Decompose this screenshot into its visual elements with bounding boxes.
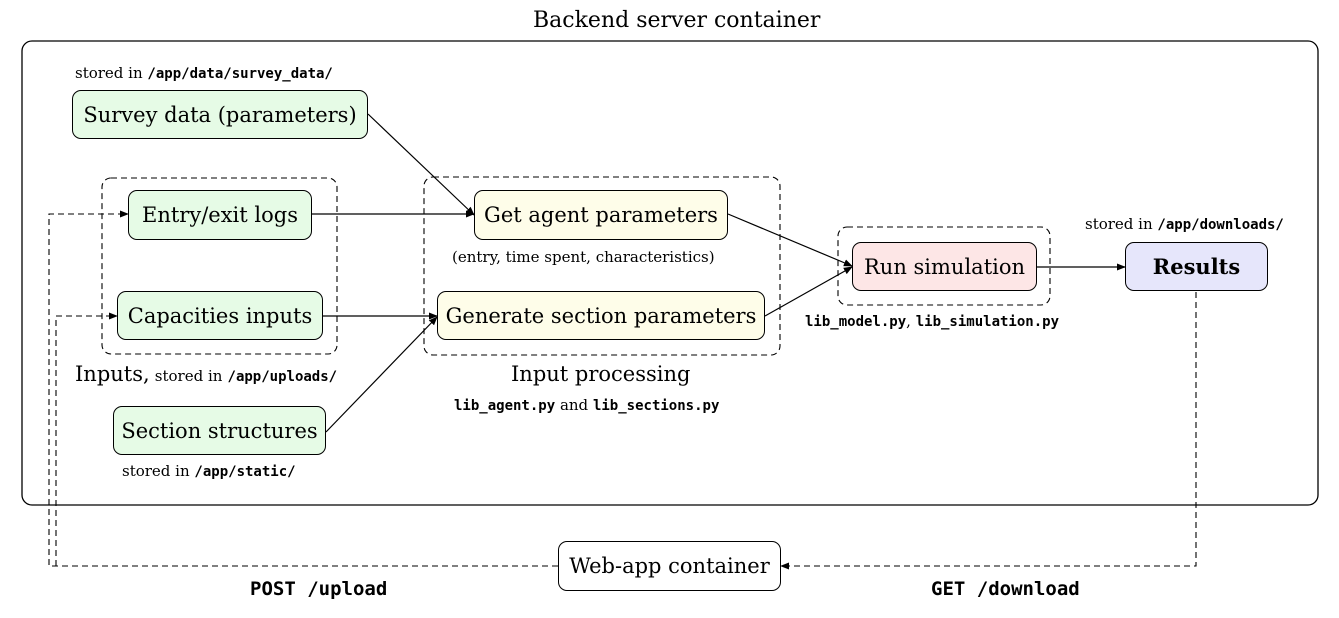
static-storage-path: /app/static/ xyxy=(194,464,296,480)
survey-data-node: Survey data (parameters) xyxy=(72,90,368,139)
arrow-survey-to-agent xyxy=(367,113,475,216)
results-node: Results xyxy=(1125,242,1268,291)
post-upload-route-label: POST /upload xyxy=(250,578,388,600)
get-download-route-label: GET /download xyxy=(931,578,1080,600)
web-app-container-node: Web-app container xyxy=(558,541,781,591)
inputs-group-frame xyxy=(101,177,338,355)
lib-agent-file: lib_agent.py xyxy=(454,398,556,414)
survey-storage-path: /app/data/survey_data/ xyxy=(147,66,333,82)
stored-in-text: stored in xyxy=(1085,215,1153,233)
arrow-sections-to-generate xyxy=(325,316,438,433)
generate-section-parameters-node: Generate section parameters xyxy=(437,291,765,340)
downloads-storage-path: /app/downloads/ xyxy=(1157,217,1284,233)
inputs-group-caption: Inputs, stored in /app/uploads/ xyxy=(75,362,337,386)
static-storage-note: stored in /app/static/ xyxy=(122,462,296,480)
processing-group-frame xyxy=(423,176,781,356)
input-processing-label: Input processing xyxy=(511,362,691,386)
container-title: Backend server container xyxy=(533,8,821,33)
lib-simulation-file: lib_simulation.py xyxy=(915,314,1060,330)
arrow-webapp-upload-to-capacities xyxy=(55,312,118,566)
inputs-label: Inputs, xyxy=(75,362,150,386)
stored-in-text: stored in xyxy=(75,64,143,82)
stored-in-text: stored in xyxy=(122,462,190,480)
stored-in-text: stored in xyxy=(154,367,223,385)
arrow-agent-to-simulation xyxy=(727,213,853,267)
agent-parameters-detail: (entry, time spent, characteristics) xyxy=(452,248,715,266)
input-processing-files: lib_agent.py and lib_sections.py xyxy=(454,396,719,414)
arrow-generate-to-simulation xyxy=(764,266,853,317)
uploads-storage-path: /app/uploads/ xyxy=(227,369,338,385)
capacities-inputs-node: Capacities inputs xyxy=(117,291,323,340)
lib-model-file: lib_model.py xyxy=(805,314,907,330)
backend-container-frame xyxy=(21,40,1319,506)
survey-storage-note: stored in /app/data/survey_data/ xyxy=(75,64,333,82)
simulation-files: lib_model.py, lib_simulation.py xyxy=(805,312,1059,330)
and-text: and xyxy=(559,396,589,414)
lib-sections-file: lib_sections.py xyxy=(592,398,720,414)
run-simulation-node: Run simulation xyxy=(852,242,1037,291)
section-structures-node: Section structures xyxy=(113,406,326,455)
arrow-webapp-upload-to-entry xyxy=(48,210,558,567)
comma-separator: , xyxy=(906,312,911,330)
entry-exit-logs-node: Entry/exit logs xyxy=(128,190,312,240)
get-agent-parameters-node: Get agent parameters xyxy=(474,190,728,240)
arrow-results-download-to-webapp xyxy=(780,292,1197,570)
downloads-storage-note: stored in /app/downloads/ xyxy=(1085,215,1284,233)
simulation-group-frame xyxy=(837,226,1051,306)
